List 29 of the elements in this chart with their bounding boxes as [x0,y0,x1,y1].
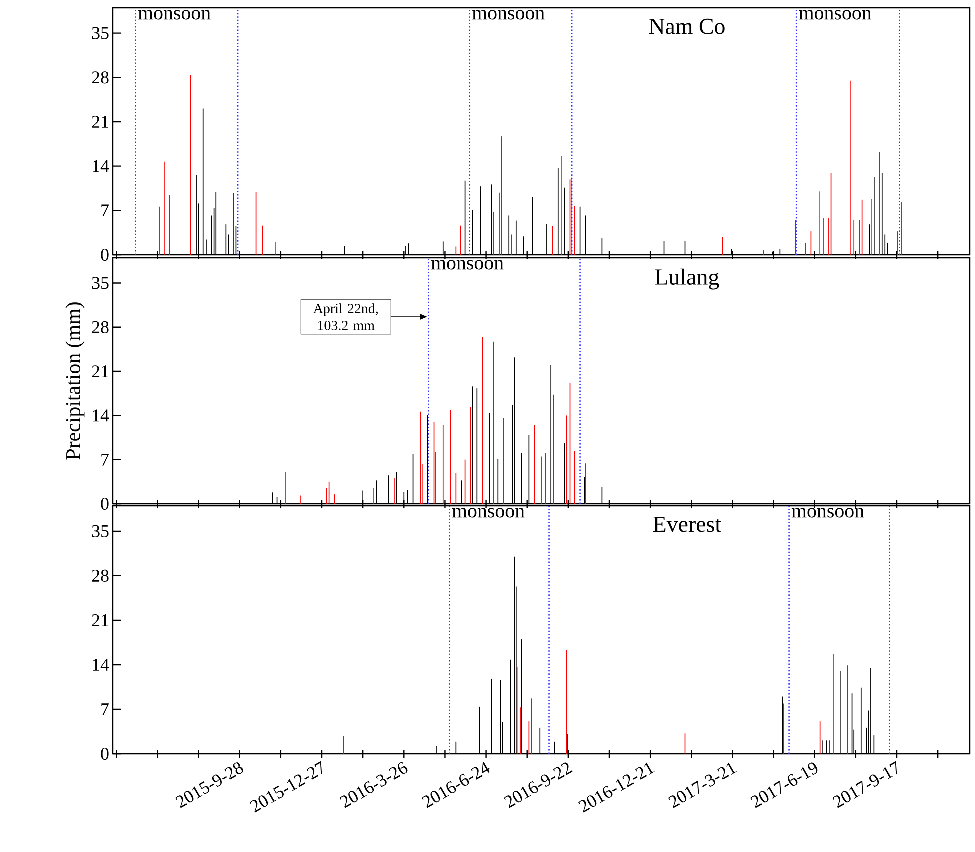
ref-line-label: monsoon [138,10,211,20]
ref-line-label: monsoon [799,10,872,20]
y-tick-label: 21 [92,116,108,128]
y-tick-label: 28 [92,72,109,84]
y-tick-label: 0 [101,248,109,262]
ref-line-label: monsoon [452,508,525,518]
y-tick-label: 35 [92,27,109,40]
ref-line-label: monsoon [792,508,864,518]
y-tick-label: 14 [93,160,110,172]
y-tick-label: 28 [92,570,109,582]
ref-line-label: monsoon [472,10,545,20]
y-axis-title: Precipitation (mm) [66,302,85,460]
y-tick-label: 21 [92,614,108,626]
annotation: April 22nd, 103.2 mm [314,304,378,330]
y-tick-label: 7 [102,704,109,716]
y-tick-label: 28 [92,321,109,334]
y-tick-label: 7 [102,454,109,466]
y-tick-label: 35 [92,277,109,290]
chart-title: Nam Co [649,18,725,34]
chart-title: Lulang [655,268,720,290]
y-tick-label: 7 [102,204,109,217]
y-tick-label: 14 [93,410,110,422]
y-tick-label: 0 [101,748,109,760]
y-tick-label: 14 [93,659,110,671]
y-tick-label: 21 [92,366,108,378]
chart-title: Everest [653,516,722,532]
ref-line-label: monsoon [431,260,504,270]
y-tick-label: 35 [92,525,109,538]
y-tick-label: 0 [101,498,109,510]
